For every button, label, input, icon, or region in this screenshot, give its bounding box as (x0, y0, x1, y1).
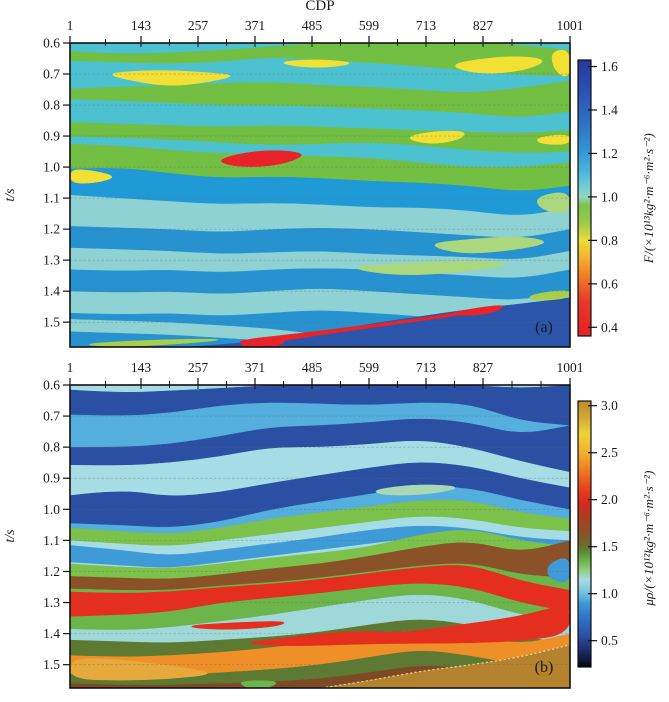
x-tick-label: 1 (67, 18, 74, 33)
colorbar-tick-label: 2.5 (601, 445, 618, 460)
contour-feature (89, 338, 219, 347)
colorbar-tick-label: 3.0 (601, 398, 618, 413)
contour-feature (221, 150, 302, 167)
y-tick-label: 0.6 (43, 378, 60, 393)
contour-feature (455, 56, 543, 74)
y-tick-label: 1.1 (43, 191, 60, 206)
x-tick-label: 1 (67, 360, 74, 375)
panel-b-plot-area (70, 385, 570, 688)
colorbar-a-label: F/(×10¹³kg²·m⁻⁶·m²·s⁻²) (641, 132, 656, 264)
y-tick-label: 1.2 (43, 564, 60, 579)
contour-feature (529, 290, 570, 301)
y-tick-label: 0.7 (43, 67, 60, 82)
panel-b-corner-label: (b) (534, 659, 554, 676)
x-tick-label: 1001 (557, 18, 584, 33)
colorbar-tick-label: 2.0 (601, 492, 618, 507)
y-tick-label: 1.0 (43, 502, 60, 517)
x-tick-label: 599 (359, 360, 380, 375)
colorbar-tick-label: 0.8 (601, 233, 618, 248)
colorbar-border (577, 59, 592, 337)
x-tick-label: 827 (473, 360, 494, 375)
colorbar-tick-label: 1.2 (601, 146, 618, 161)
contour-feature (536, 134, 570, 145)
y-tick-label: 0.9 (43, 471, 60, 486)
contour-feature (283, 59, 350, 68)
contour-band (70, 331, 570, 347)
x-tick-label: 599 (359, 18, 380, 33)
x-tick-label: 143 (131, 360, 152, 375)
y-tick-label: 0.7 (43, 409, 60, 424)
y-tick-label: 0.8 (43, 440, 60, 455)
contour-band (70, 644, 570, 688)
contour-feature (375, 484, 456, 496)
colorbar (578, 60, 591, 336)
x-tick-label: 257 (188, 18, 209, 33)
y-tick-label: 1.1 (43, 533, 60, 548)
colorbar-tick-label: 1.0 (601, 189, 618, 204)
x-axis-title: CDP (305, 0, 335, 14)
contour-feature (409, 130, 465, 144)
contour-feature (551, 49, 570, 77)
y-tick-label: 1.5 (43, 315, 60, 330)
y-tick-label: 1.2 (43, 222, 60, 237)
plot-border (69, 42, 571, 348)
y-tick-label: 1.4 (43, 284, 60, 299)
colorbar-tick-label: 0.5 (601, 633, 618, 648)
y-axis-label-panel-a: t/s (3, 188, 18, 202)
y-tick-label: 1.4 (43, 626, 60, 641)
y-tick-label: 0.6 (43, 36, 60, 51)
y-tick-label: 1.3 (43, 595, 60, 610)
y-tick-label: 1.0 (43, 160, 60, 175)
y-tick-label: 1.5 (43, 657, 60, 672)
colorbar-tick-label: 0.4 (601, 320, 618, 335)
x-tick-label: 713 (416, 18, 437, 33)
x-tick-label: 371 (245, 360, 265, 375)
y-axis-label-panel-b: t/s (3, 529, 18, 543)
y-tick-label: 0.8 (43, 98, 60, 113)
y-tick-label: 0.9 (43, 129, 60, 144)
colorbar-tick-label: 1.6 (601, 59, 618, 74)
contour-feature (434, 236, 544, 254)
x-tick-label: 371 (245, 18, 265, 33)
contour-feature (452, 305, 503, 316)
x-tick-label: 827 (473, 18, 494, 33)
panel-a-corner-label: (a) (535, 319, 553, 336)
contour-feature (239, 338, 285, 347)
colorbar-tick-label: 1.4 (601, 102, 618, 117)
x-tick-label: 485 (302, 18, 323, 33)
panel-a-plot-area (70, 43, 570, 347)
colorbar-b-label: μρ/(×10¹²kg²·m⁻⁶·m²·s⁻²) (641, 470, 656, 606)
contour-feature (240, 680, 277, 688)
plot-border (69, 384, 571, 689)
x-tick-label: 257 (188, 360, 209, 375)
contour-feature (356, 260, 506, 276)
x-tick-label: 713 (416, 360, 437, 375)
contour-feature (191, 621, 285, 630)
band-boundary-dashed (316, 644, 570, 688)
x-tick-label: 143 (131, 18, 152, 33)
colorbar-border (577, 400, 592, 668)
colorbar-tick-label: 1.0 (601, 586, 618, 601)
x-tick-label: 485 (302, 360, 323, 375)
y-tick-label: 1.3 (43, 253, 60, 268)
colorbar (578, 401, 591, 667)
contour-feature (547, 558, 570, 583)
x-tick-label: 1001 (557, 360, 584, 375)
colorbar-tick-label: 0.6 (601, 276, 618, 291)
colorbar-tick-label: 1.5 (601, 539, 618, 554)
